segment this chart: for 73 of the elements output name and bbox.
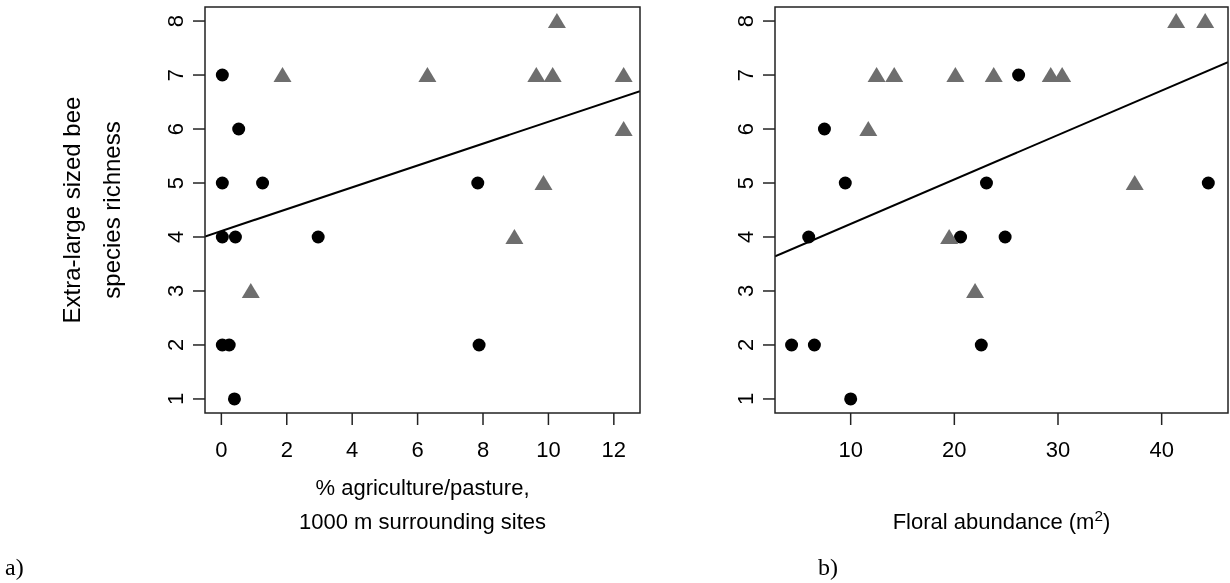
- point: [1012, 68, 1026, 82]
- point: [273, 67, 292, 83]
- point: [979, 176, 993, 190]
- point: [1196, 13, 1215, 29]
- point: [946, 67, 965, 83]
- point: [228, 230, 242, 244]
- point: [966, 282, 985, 298]
- point: [807, 338, 821, 352]
- point: [817, 122, 831, 136]
- y-tick-label: 5: [163, 176, 188, 190]
- point: [241, 282, 260, 298]
- point: [311, 230, 325, 244]
- y-tick-label: 7: [163, 68, 188, 82]
- point: [418, 67, 437, 83]
- y-tick-label: 3: [733, 284, 758, 298]
- y-tick-label: 4: [163, 230, 188, 244]
- point: [534, 175, 553, 191]
- point: [940, 228, 959, 244]
- point: [227, 392, 241, 406]
- y-tick-label: 2: [163, 338, 188, 352]
- y-tick-label: 7: [733, 68, 758, 82]
- x-tick-label: 10: [838, 437, 863, 462]
- point: [1167, 13, 1186, 29]
- x-tick-label: 40: [1149, 437, 1174, 462]
- y-tick-label: 8: [163, 14, 188, 28]
- point: [232, 122, 246, 136]
- y-tick-label: 4: [733, 230, 758, 244]
- point: [974, 338, 988, 352]
- point: [215, 230, 229, 244]
- point: [885, 67, 904, 83]
- text: a): [5, 554, 24, 580]
- y-tick-label: 1: [733, 392, 758, 406]
- point: [785, 338, 799, 352]
- point: [505, 228, 524, 244]
- point: [215, 68, 229, 82]
- y-tick-label: 3: [163, 284, 188, 298]
- y-axis-title: Extra-large sized bee species richness: [58, 96, 125, 324]
- point: [215, 176, 229, 190]
- point: [998, 230, 1012, 244]
- point: [472, 338, 486, 352]
- x-tick-label: 10: [536, 437, 561, 462]
- point: [954, 230, 968, 244]
- point: [614, 67, 633, 83]
- point: [859, 121, 878, 137]
- x-axis-title: % agriculture/pasture, 1000 m surrounding sites: [298, 475, 547, 534]
- x-tick-label: 4: [346, 437, 359, 462]
- x-axis-title: Floral abundance (m$^{2}$): [892, 506, 1111, 534]
- x-tick-label: 30: [1045, 437, 1071, 462]
- point: [527, 67, 546, 83]
- point: [867, 67, 886, 83]
- point: [844, 392, 858, 406]
- point: [1201, 176, 1215, 190]
- point: [471, 176, 485, 190]
- x-tick-label: 2: [280, 437, 293, 462]
- point: [984, 67, 1003, 83]
- y-tick-label: 5: [733, 176, 758, 190]
- point: [838, 176, 852, 190]
- y-tick-label: 6: [733, 122, 758, 136]
- x-tick-label: 20: [942, 437, 967, 462]
- y-tick-label: 1: [163, 392, 188, 406]
- x-tick-label: 0: [215, 437, 228, 462]
- point: [614, 121, 633, 137]
- y-tick-label: 6: [163, 122, 188, 136]
- point: [1125, 175, 1144, 191]
- text: b): [818, 554, 838, 580]
- point: [256, 176, 270, 190]
- x-tick-label: 8: [476, 437, 490, 462]
- y-tick-label: 2: [733, 338, 758, 352]
- x-tick-label: 12: [601, 437, 627, 462]
- point: [543, 67, 562, 83]
- y-tick-label: 8: [733, 14, 758, 28]
- x-tick-label: 6: [411, 437, 424, 462]
- point: [547, 13, 566, 29]
